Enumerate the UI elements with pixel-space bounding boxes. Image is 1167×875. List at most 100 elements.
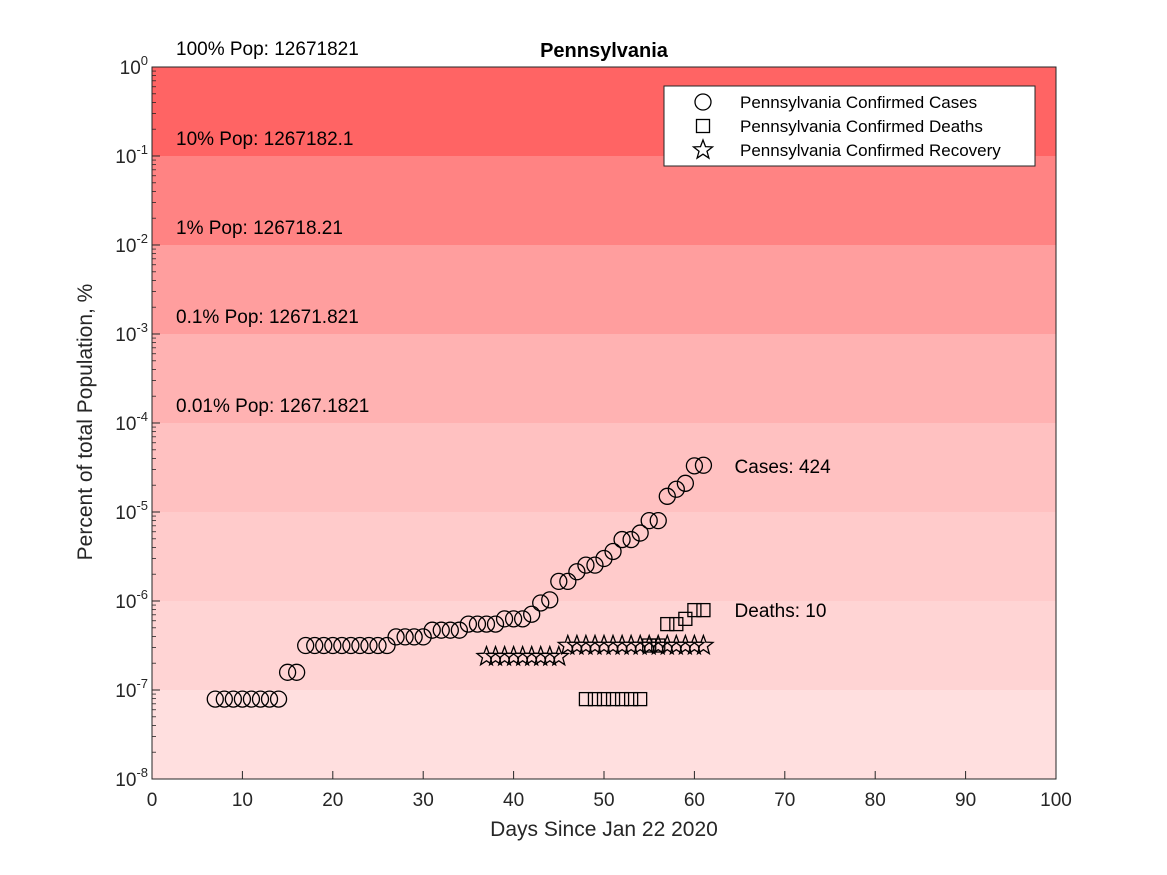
y-tick-label: 10-1 <box>115 142 148 168</box>
legend: Pennsylvania Confirmed Cases Pennsylvania… <box>663 85 1036 167</box>
case-marker <box>215 690 233 708</box>
death-marker <box>669 616 684 632</box>
legend-star-marker <box>691 138 715 160</box>
case-marker <box>504 610 523 628</box>
recovery-marker <box>646 633 670 656</box>
population-band <box>152 245 1056 334</box>
death-marker <box>596 691 612 707</box>
series-square <box>578 602 711 707</box>
case-marker <box>287 663 306 681</box>
death-marker <box>687 602 702 618</box>
recovery-marker <box>628 633 652 656</box>
case-marker <box>369 636 387 655</box>
band-label: 10% Pop: 1267182.1 <box>176 129 354 150</box>
death-marker <box>614 691 630 707</box>
band-label: 1% Pop: 126718.21 <box>176 218 343 239</box>
x-tick-label: 10 <box>232 790 253 811</box>
case-marker <box>604 542 622 561</box>
case-marker <box>523 605 541 623</box>
case-marker <box>694 456 713 474</box>
series-circle <box>206 456 713 708</box>
x-tick-label: 100 <box>1040 790 1072 811</box>
case-marker <box>495 610 514 628</box>
case-marker <box>405 628 423 646</box>
recovery-marker <box>547 644 571 667</box>
band-label: 0.1% Pop: 12671.821 <box>176 307 359 328</box>
x-tick-label: 0 <box>147 790 158 811</box>
population-bands <box>152 67 1056 779</box>
x-tick-label: 30 <box>413 790 434 811</box>
case-marker <box>649 511 667 530</box>
band-label: 100% Pop: 12671821 <box>176 39 359 60</box>
case-marker <box>351 636 369 655</box>
legend-square-marker <box>695 118 711 134</box>
recovery-marker <box>601 633 625 656</box>
case-marker <box>595 549 613 568</box>
case-marker <box>559 572 577 591</box>
case-marker <box>532 594 550 612</box>
data-annotation: Deaths: 10 <box>735 601 827 622</box>
case-marker <box>450 621 469 639</box>
population-band <box>152 690 1056 779</box>
legend-circle-marker <box>694 93 712 111</box>
case-marker <box>577 556 595 574</box>
recovery-marker <box>674 633 697 656</box>
population-band <box>152 512 1056 601</box>
case-marker <box>378 636 396 655</box>
x-tick-label: 70 <box>774 790 795 811</box>
recovery-marker <box>556 633 580 656</box>
case-marker <box>306 636 324 655</box>
x-tick-label: 50 <box>593 790 614 811</box>
death-marker <box>660 616 675 632</box>
case-marker <box>414 628 432 646</box>
case-marker <box>640 511 658 530</box>
case-marker <box>297 636 315 655</box>
y-tick-label: 10-3 <box>115 320 148 346</box>
legend-box <box>663 85 1036 167</box>
y-tick-label: 10-2 <box>115 231 148 257</box>
death-marker <box>678 611 693 627</box>
death-marker <box>605 691 621 707</box>
band-labels: 100% Pop: 12671821 10% Pop: 1267182.1 1% P… <box>176 39 369 417</box>
case-marker <box>486 615 505 633</box>
case-marker <box>667 480 685 498</box>
chart-title: Pennsylvania <box>540 40 669 62</box>
death-marker <box>587 691 603 707</box>
death-marker <box>578 691 594 707</box>
case-marker <box>441 621 459 639</box>
y-tick-label: 10-8 <box>115 765 148 791</box>
death-marker <box>633 691 648 707</box>
y-tick-label: 100 <box>120 53 148 79</box>
case-marker <box>459 615 478 633</box>
case-marker <box>685 457 704 475</box>
x-tick-label: 20 <box>322 790 343 811</box>
case-marker <box>342 636 360 655</box>
case-marker <box>468 615 487 633</box>
case-marker <box>233 690 252 708</box>
recovery-marker <box>493 644 516 667</box>
case-marker <box>206 690 224 708</box>
case-marker <box>568 563 586 581</box>
case-marker <box>260 690 279 708</box>
case-marker <box>387 628 405 646</box>
case-marker <box>333 636 351 655</box>
case-marker <box>269 690 288 708</box>
population-band <box>152 601 1056 690</box>
population-band <box>152 156 1056 245</box>
data-annotation: Cases: 424 <box>735 457 832 478</box>
series-star <box>475 633 715 667</box>
axis-ticks: 0 10 20 30 40 50 60 70 80 90 100 10-8 10-7 10-6 10-5 10… <box>115 53 1072 811</box>
annotations: Cases: 424 Deaths: 10 <box>735 457 832 622</box>
death-marker <box>696 602 711 618</box>
y-tick-label: 10-5 <box>115 498 148 524</box>
legend-entry: Pennsylvania Confirmed Deaths <box>740 117 983 136</box>
case-marker <box>550 572 568 591</box>
case-marker <box>278 663 297 681</box>
case-marker <box>251 690 270 708</box>
case-marker <box>622 530 640 549</box>
case-marker <box>477 615 496 633</box>
case-marker <box>631 524 649 542</box>
case-marker <box>423 621 441 639</box>
population-band <box>152 334 1056 423</box>
band-label: 0.01% Pop: 1267.1821 <box>176 396 369 417</box>
